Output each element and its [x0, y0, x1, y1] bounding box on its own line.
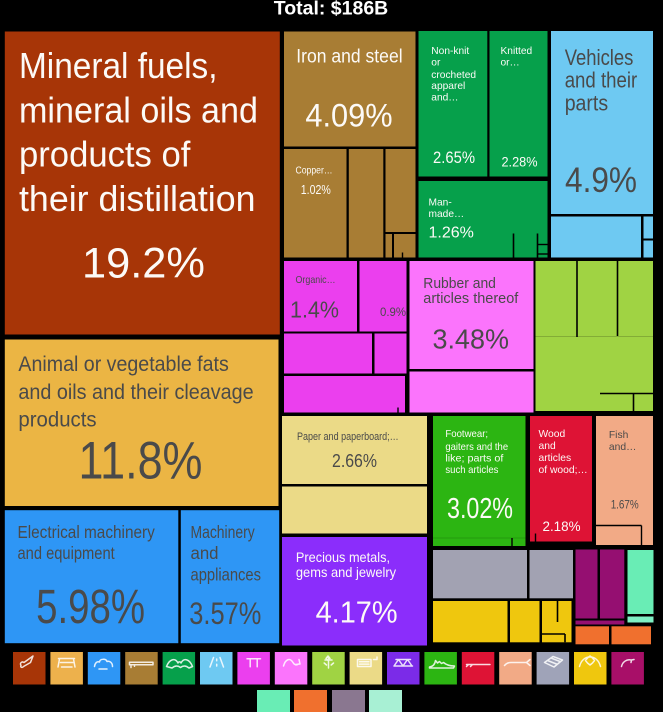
- svg-text:their distillation: their distillation: [19, 178, 256, 219]
- svg-text:2.28%: 2.28%: [502, 154, 538, 170]
- svg-text:mineral oils and: mineral oils and: [19, 89, 258, 130]
- svg-text:crocheted: crocheted: [431, 70, 476, 81]
- svg-text:Man-: Man-: [429, 198, 452, 209]
- svg-text:3.57%: 3.57%: [189, 595, 261, 631]
- svg-text:gems and jewelry: gems and jewelry: [296, 565, 396, 580]
- svg-text:and…: and…: [609, 442, 636, 453]
- svg-text:2.65%: 2.65%: [433, 149, 475, 167]
- svg-text:5.98%: 5.98%: [36, 581, 145, 634]
- svg-text:appliances: appliances: [191, 564, 262, 584]
- svg-text:and…: and…: [431, 93, 458, 104]
- svg-text:Knitted: Knitted: [501, 46, 533, 57]
- svg-text:19.2%: 19.2%: [82, 241, 205, 288]
- svg-text:Non-knit: Non-knit: [431, 46, 469, 57]
- svg-text:Wood: Wood: [539, 429, 566, 440]
- svg-text:Precious metals,: Precious metals,: [296, 550, 390, 565]
- svg-text:2.18%: 2.18%: [543, 519, 581, 534]
- svg-text:3.48%: 3.48%: [432, 323, 509, 354]
- svg-text:Animal or vegetable fats: Animal or vegetable fats: [18, 353, 228, 376]
- svg-text:Mineral fuels,: Mineral fuels,: [19, 45, 218, 86]
- svg-text:of wood;…: of wood;…: [539, 465, 588, 476]
- svg-text:products of: products of: [19, 134, 191, 175]
- svg-text:4.9%: 4.9%: [565, 161, 637, 200]
- svg-text:and: and: [539, 441, 556, 452]
- svg-text:Fish: Fish: [609, 430, 629, 441]
- svg-text:and equipment: and equipment: [18, 543, 115, 563]
- svg-text:4.09%: 4.09%: [305, 97, 392, 133]
- svg-text:11.8%: 11.8%: [79, 432, 203, 491]
- svg-text:or…: or…: [501, 58, 520, 69]
- svg-text:Organic…: Organic…: [296, 274, 336, 286]
- svg-text:Rubber and: Rubber and: [423, 276, 496, 292]
- svg-text:Footwear;: Footwear;: [445, 429, 488, 440]
- svg-text:or: or: [431, 58, 441, 69]
- svg-text:gaiters and the: gaiters and the: [445, 442, 508, 453]
- svg-text:Machinery: Machinery: [191, 522, 255, 542]
- svg-text:articles: articles: [539, 453, 572, 464]
- svg-text:and their: and their: [565, 68, 638, 93]
- svg-text:Copper…: Copper…: [296, 164, 333, 176]
- svg-text:articles thereof: articles thereof: [423, 291, 519, 307]
- svg-text:2.66%: 2.66%: [332, 451, 377, 471]
- svg-text:Paper and paperboard;…: Paper and paperboard;…: [297, 431, 399, 443]
- svg-text:Total: $186B: Total: $186B: [274, 0, 389, 20]
- svg-text:like; parts of: like; parts of: [445, 454, 503, 465]
- svg-text:apparel: apparel: [431, 81, 465, 92]
- svg-text:4.17%: 4.17%: [316, 595, 398, 630]
- svg-text:1.4%: 1.4%: [290, 296, 339, 322]
- svg-text:Iron and steel: Iron and steel: [296, 45, 402, 67]
- svg-text:1.67%: 1.67%: [611, 499, 639, 511]
- svg-text:such articles: such articles: [445, 465, 498, 476]
- svg-text:and oils and their cleavage: and oils and their cleavage: [18, 381, 253, 404]
- svg-text:1.26%: 1.26%: [429, 225, 474, 242]
- svg-text:1.02%: 1.02%: [301, 183, 331, 197]
- svg-text:Vehicles: Vehicles: [565, 45, 634, 70]
- svg-text:made…: made…: [429, 209, 465, 220]
- svg-text:parts: parts: [565, 90, 608, 115]
- svg-text:and: and: [191, 543, 219, 563]
- svg-text:3.02%: 3.02%: [447, 493, 513, 525]
- svg-text:0.9%: 0.9%: [380, 307, 406, 319]
- svg-text:products: products: [18, 409, 96, 432]
- svg-text:Electrical machinery: Electrical machinery: [18, 522, 156, 542]
